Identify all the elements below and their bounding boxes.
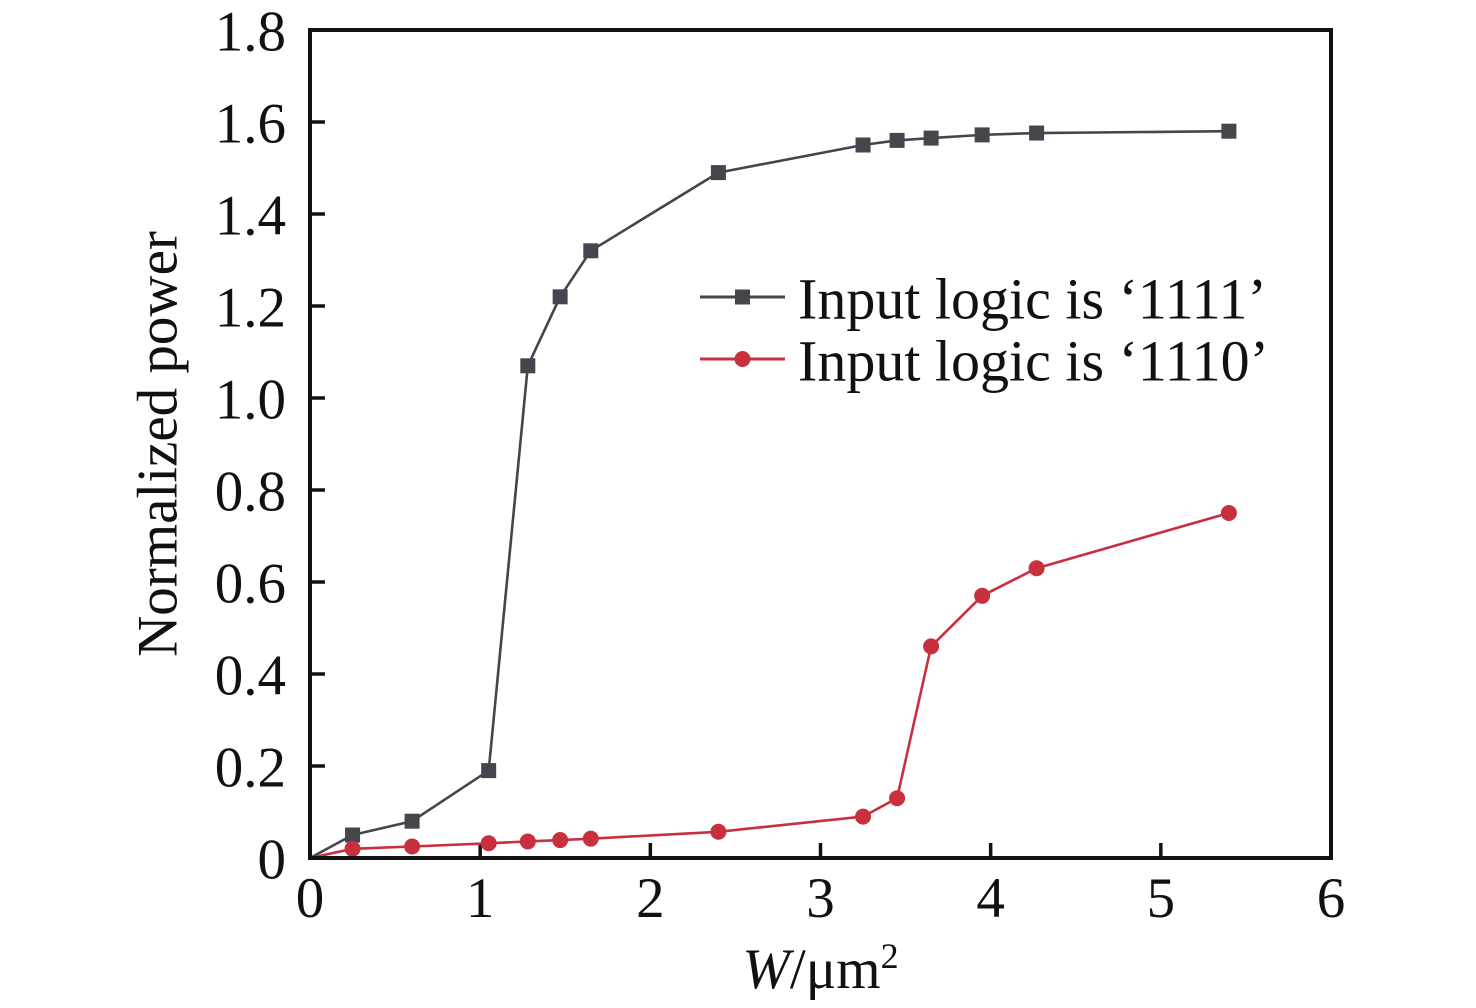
series-marker-square (1029, 125, 1045, 141)
plot-border (308, 28, 1333, 860)
series-marker-square (855, 137, 871, 153)
series-marker-circle (710, 823, 727, 840)
series-line (309, 511, 1230, 860)
x-axis-label: W/μm2 (742, 936, 898, 1001)
series-marker-circle (734, 351, 751, 367)
series-marker-circle (582, 830, 599, 847)
x-tick-label: 6 (1317, 867, 1346, 930)
series-marker-square (923, 130, 939, 146)
series-marker-circle (1028, 560, 1045, 577)
y-tick-label: 0.2 (215, 737, 286, 800)
y-tick-label: 0.4 (215, 645, 286, 708)
x-tick-label: 1 (466, 867, 495, 930)
series-2 (309, 505, 1237, 860)
series-marker-circle (480, 835, 497, 852)
x-tick-label: 0 (296, 867, 325, 930)
series-marker-square (520, 358, 536, 374)
series-marker-circle (404, 838, 421, 855)
series-marker-circle (1220, 505, 1237, 521)
x-tick-label: 4 (976, 867, 1005, 930)
series-marker-square (404, 813, 420, 829)
series-marker-circle (923, 638, 940, 655)
y-tick-label: 1.0 (215, 369, 286, 432)
legend-label: Input logic is ‘1110’ (798, 329, 1269, 394)
series-marker-square (552, 289, 568, 305)
y-tick-label: 1.2 (215, 277, 286, 340)
y-tick-label: 1.8 (215, 1, 286, 64)
x-tick-label: 3 (806, 867, 835, 930)
x-tick-label: 2 (636, 867, 665, 930)
series-marker-circle (344, 840, 361, 857)
axis-ticks: 0 1 2 3 4 5 6 0 0.2 0.4 0.6 0.8 1.0 1.2 1.4 1.6 1.8 (215, 1, 1346, 931)
y-axis-label: Normalized power (127, 231, 190, 657)
y-tick-label: 0.6 (215, 553, 286, 616)
series-marker-square (345, 827, 361, 843)
series-marker-square (1221, 123, 1237, 139)
y-tick-label: 1.6 (215, 93, 286, 156)
series-1 (309, 123, 1237, 860)
series-marker-circle (889, 790, 906, 807)
legend-label: Input logic is ‘1111’ (798, 267, 1267, 332)
series-marker-square (710, 165, 726, 181)
series-marker-circle (519, 833, 536, 850)
y-tick-label: 0 (258, 829, 287, 892)
series-marker-square (481, 763, 497, 779)
series-marker-circle (855, 808, 872, 825)
series-line (309, 129, 1229, 860)
series-marker-square (583, 243, 599, 259)
series-marker-square (889, 132, 905, 148)
series-marker-circle (552, 832, 569, 849)
series-marker-circle (974, 587, 991, 604)
series-marker-square (974, 127, 990, 143)
x-tick-label: 5 (1147, 867, 1176, 930)
y-tick-label: 1.4 (215, 185, 286, 248)
y-tick-label: 0.8 (215, 461, 286, 524)
series-marker-square (735, 289, 750, 305)
legend: Input logic is ‘1111’Input logic is ‘111… (700, 267, 1269, 394)
